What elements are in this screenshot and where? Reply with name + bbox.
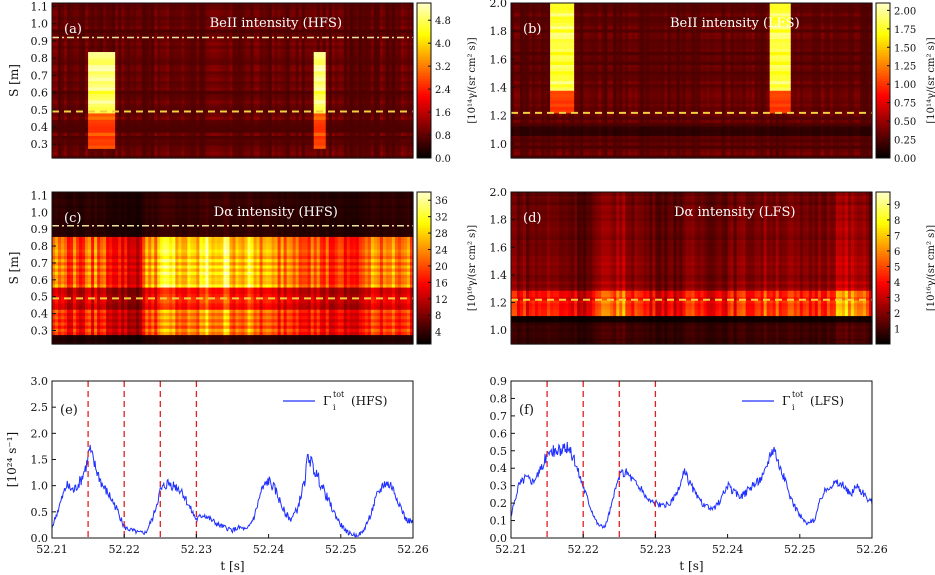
panel-a: (a) BeII intensity (HFS)0.30.40.50.60.70.… <box>7 0 478 165</box>
